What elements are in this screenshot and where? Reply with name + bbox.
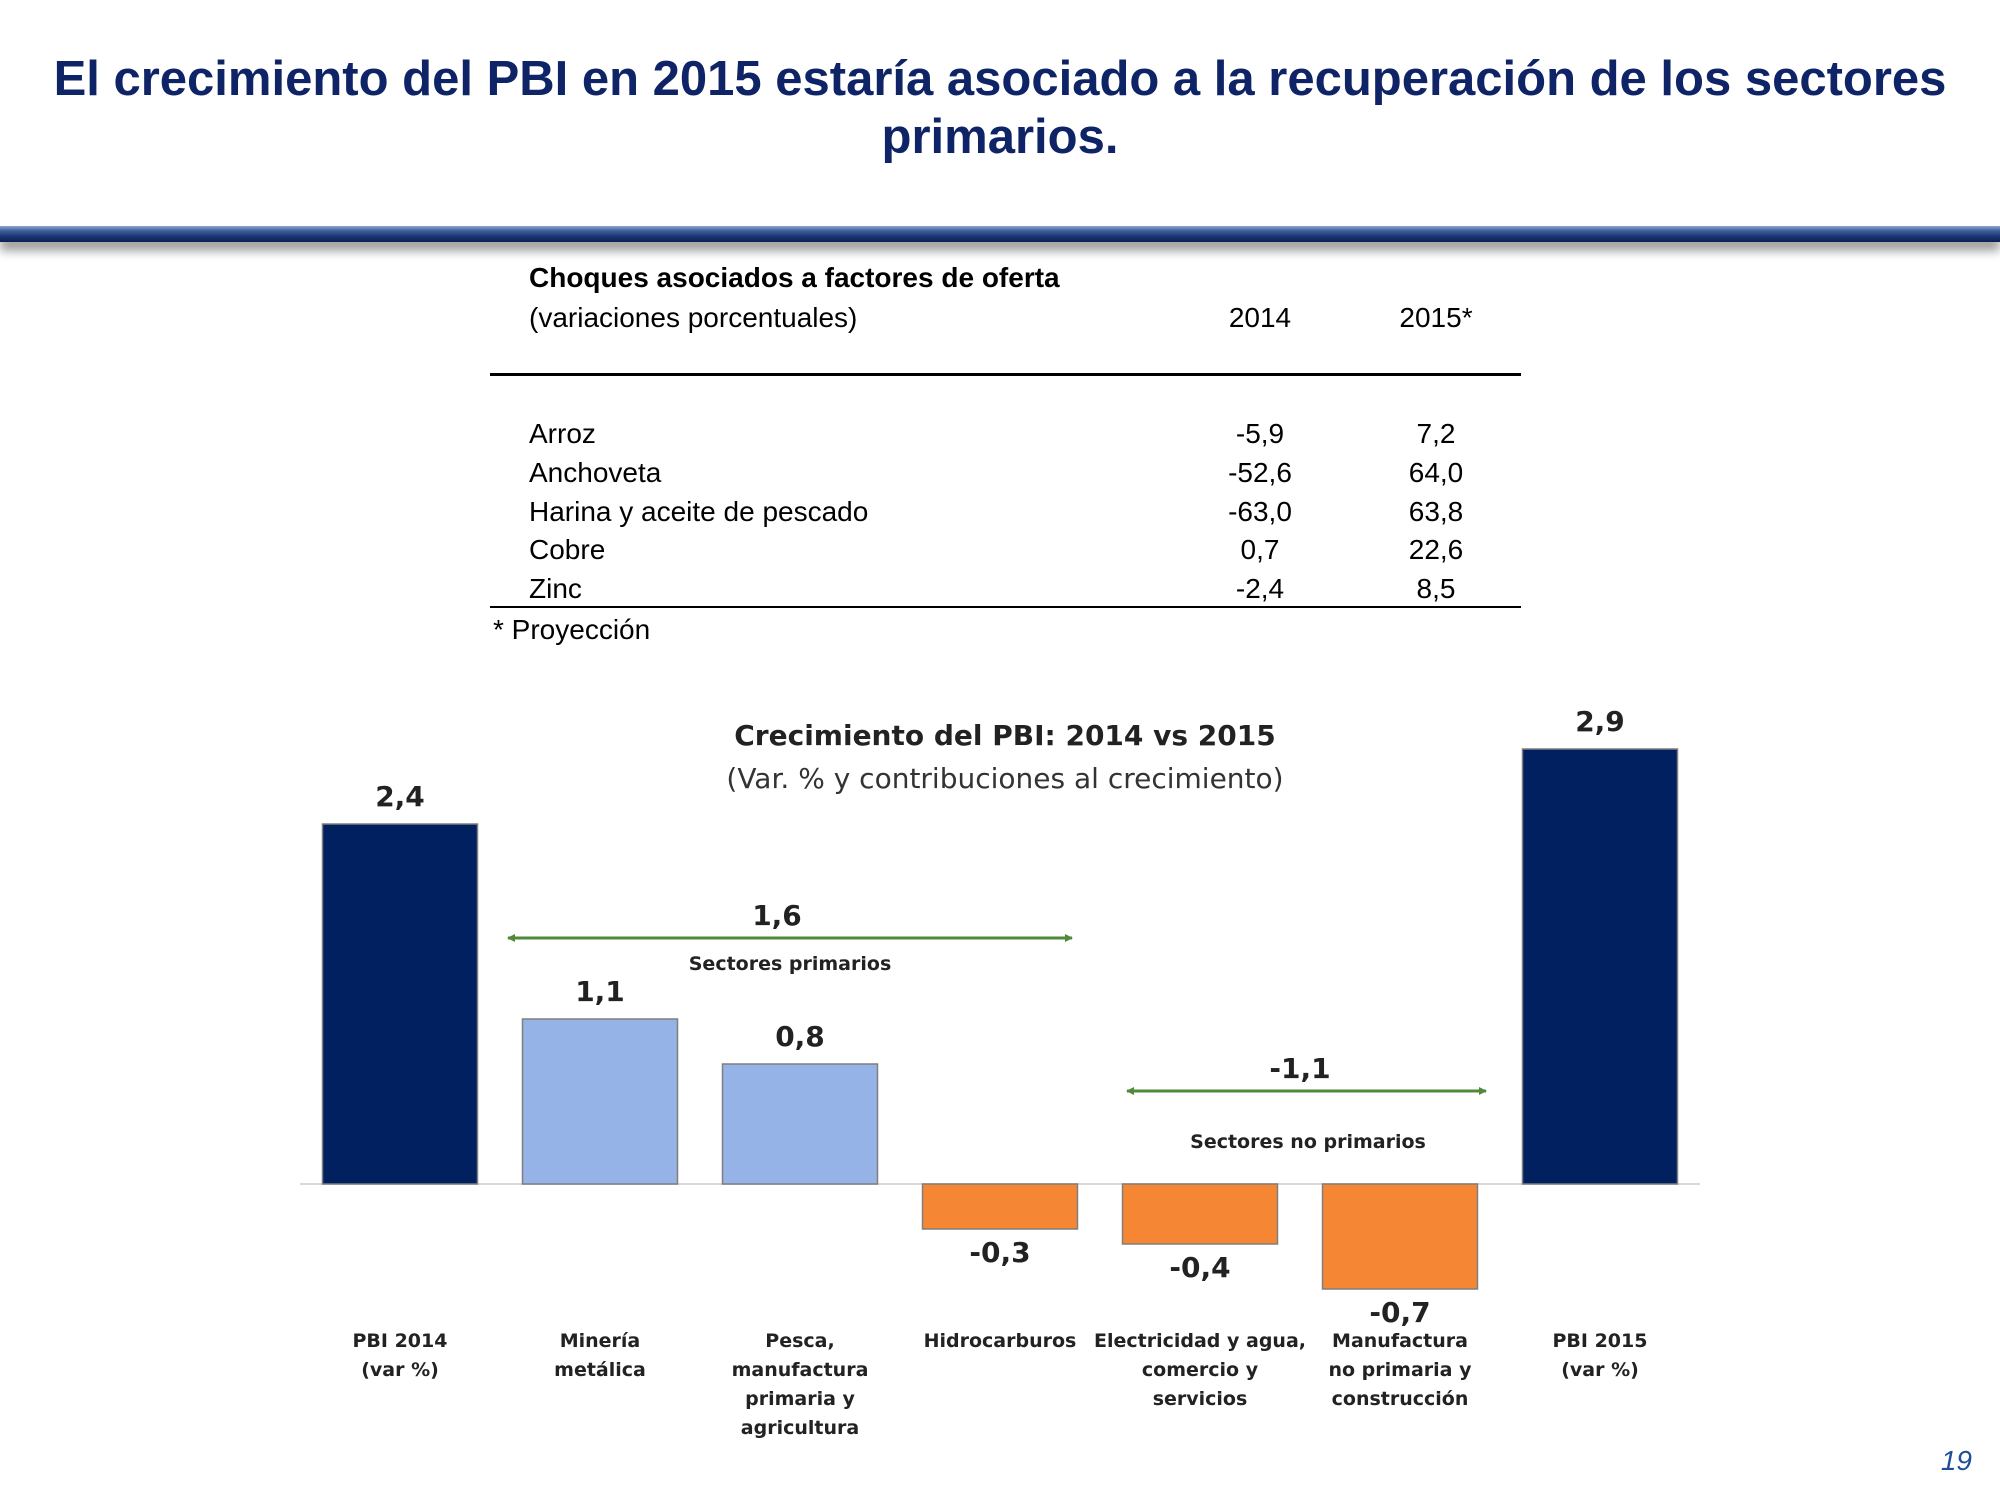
- table-cell-2014: 0,7: [1240, 534, 1280, 565]
- table-footnote: * Proyección: [493, 614, 651, 645]
- table-cell-2015: 22,6: [1408, 534, 1464, 565]
- data-label: -0,3: [969, 1236, 1030, 1269]
- category-label: construcción: [1332, 1388, 1469, 1410]
- data-label: 1,1: [575, 975, 625, 1008]
- table-cell-2015: 8,5: [1416, 573, 1456, 604]
- table-cell-2014: -63,0: [1228, 496, 1292, 527]
- column-header-2014: 2014: [1228, 302, 1292, 333]
- table-title: Choques asociados a factores de oferta: [529, 262, 1060, 293]
- bar: [721, 1063, 879, 1185]
- table-cell-2014: -2,4: [1235, 573, 1285, 604]
- bar: [1121, 1183, 1279, 1245]
- data-label: -0,4: [1169, 1251, 1230, 1284]
- category-label: (var %): [1561, 1359, 1639, 1381]
- bar: [321, 823, 479, 1185]
- annotation-value: 1,6: [752, 899, 802, 932]
- bar: [921, 1183, 1079, 1230]
- table-cell-2014: -52,6: [1228, 457, 1292, 488]
- table-row-label: Arroz: [529, 418, 596, 449]
- data-label: 2,9: [1575, 705, 1625, 738]
- category-label: manufactura: [732, 1359, 869, 1381]
- category-label: (var %): [361, 1359, 439, 1381]
- table-cell-2015: 7,2: [1416, 418, 1456, 449]
- bar: [1321, 1183, 1479, 1290]
- table-subtitle: (variaciones porcentuales): [529, 302, 858, 333]
- category-label: PBI 2015: [1553, 1330, 1648, 1352]
- category-label: agricultura: [741, 1417, 859, 1439]
- category-label: PBI 2014: [353, 1330, 448, 1352]
- table-row-label: Anchoveta: [529, 457, 662, 488]
- category-label: Electricidad y agua,: [1094, 1330, 1306, 1352]
- category-label: Manufactura: [1332, 1330, 1468, 1352]
- category-label: comercio y: [1142, 1359, 1259, 1381]
- category-label: Minería: [560, 1330, 641, 1352]
- category-label: primaria y: [745, 1388, 855, 1410]
- category-label: servicios: [1153, 1388, 1248, 1410]
- table-bottom-rule: [490, 606, 1521, 608]
- table-row-label: Cobre: [529, 534, 606, 565]
- category-label: Hidrocarburos: [924, 1330, 1077, 1352]
- data-label: 2,4: [375, 780, 425, 813]
- annotation-label: Sectores no primarios: [1190, 1131, 1426, 1153]
- table-row-label: Harina y aceite de pescado: [529, 496, 869, 527]
- slide-title: El crecimiento del PBI en 2015 estaría a…: [53, 52, 1947, 164]
- table-cell-2014: -5,9: [1235, 418, 1285, 449]
- category-label: metálica: [554, 1359, 646, 1381]
- category-label: no primaria y: [1328, 1359, 1472, 1381]
- annotation-label: Sectores primarios: [689, 953, 892, 975]
- title-divider: [0, 226, 2000, 242]
- table-cell-2015: 63,8: [1408, 496, 1464, 527]
- table-row-label: Zinc: [529, 573, 582, 604]
- data-label: 0,8: [775, 1020, 825, 1053]
- data-label: -0,7: [1369, 1296, 1430, 1329]
- table-cell-2015: 64,0: [1408, 457, 1464, 488]
- chart-title: Crecimiento del PBI: 2014 vs 2015: [734, 719, 1276, 752]
- table-header-rule: [490, 373, 1521, 376]
- category-label: Pesca,: [765, 1330, 834, 1352]
- bar: [1521, 748, 1679, 1185]
- bar: [521, 1018, 679, 1185]
- column-header-2015: 2015*: [1399, 302, 1473, 333]
- annotation-value: -1,1: [1269, 1052, 1330, 1085]
- page-number: 19: [1940, 1445, 1972, 1476]
- chart-subtitle: (Var. % y contribuciones al crecimiento): [726, 762, 1283, 795]
